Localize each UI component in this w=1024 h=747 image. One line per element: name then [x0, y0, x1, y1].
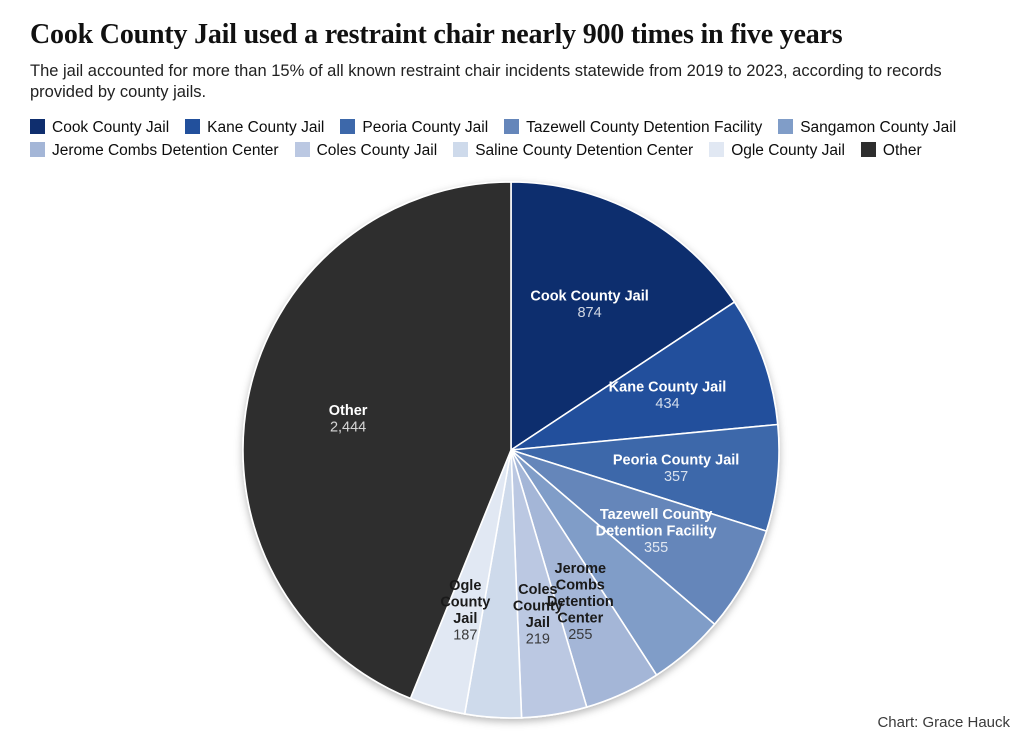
legend-swatch-peoria-county-jail: [340, 118, 356, 134]
slice-label-tazewell-county-detention-facility-line2: Detention Facility: [596, 524, 717, 540]
chart-subtitle: The jail accounted for more than 15% of …: [30, 61, 942, 101]
slice-label-ogle-county-jail-line2: County: [440, 594, 490, 610]
slice-label-cook-county-jail-line1: Cook County Jail: [530, 289, 648, 305]
legend-swatch-cook-county-jail: [30, 118, 45, 134]
slice-label-ogle-county-jail-line1: Ogle: [449, 578, 481, 594]
legend-swatch-other: [860, 141, 876, 157]
legend-label: Saline County Detention Center: [475, 141, 694, 159]
legend-item-ogle-county-jail: Ogle County Jail: [709, 141, 855, 159]
legend-item-coles-county-jail: Coles County Jail: [294, 141, 448, 159]
legend-swatch-saline-county-detention-center: [453, 141, 469, 157]
legend-label: Ogle County Jail: [731, 141, 845, 159]
legend-swatch-ogle-county-jail: [709, 141, 725, 157]
slice-label-jerome-combs-detention-center-line2: Combs: [556, 577, 605, 593]
legend-item-kane-county-jail: Kane County Jail: [185, 118, 334, 136]
chart-header: Cook County Jail used a restraint chair …: [0, 0, 1024, 162]
legend-label: Other: [882, 141, 922, 159]
legend-swatch-jerome-combs-detention-center: [30, 141, 45, 157]
legend-swatch-kane-county-jail: [185, 118, 201, 134]
legend-swatch-tazewell-county-detention-facility: [504, 118, 520, 134]
slice-value-tazewell-county-detention-facility: 355: [644, 540, 668, 556]
slice-value-cook-county-jail: 874: [577, 305, 601, 321]
slice-value-other: 2,444: [330, 420, 366, 436]
legend-item-sangamon-county-jail: Sangamon County Jail: [778, 118, 966, 136]
slice-value-kane-county-jail: 434: [655, 396, 679, 412]
legend-swatch-coles-county-jail: [294, 141, 310, 157]
legend-label: Sangamon County Jail: [800, 118, 957, 136]
slice-label-jerome-combs-detention-center-line4: Center: [557, 610, 603, 626]
legend-swatch-sangamon-county-jail: [778, 118, 794, 134]
legend-item-cook-county-jail: Cook County Jail: [30, 118, 179, 136]
slice-label-kane-county-jail-line1: Kane County Jail: [609, 379, 727, 395]
pie-slice-cook-county-jail[interactable]: [510, 181, 736, 451]
legend-label: Kane County Jail: [207, 118, 325, 136]
legend-item-peoria-county-jail: Peoria County Jail: [340, 118, 498, 136]
pie-slice-other[interactable]: [242, 181, 512, 700]
chart-title: Cook County Jail used a restraint chair …: [30, 19, 843, 50]
slice-value-jerome-combs-detention-center: 255: [568, 627, 592, 643]
slice-value-peoria-county-jail: 357: [664, 469, 688, 485]
slice-label-ogle-county-jail-line3: Jail: [453, 611, 477, 627]
legend-label: Coles County Jail: [316, 141, 438, 159]
slice-label-tazewell-county-detention-facility-line1: Tazewell County: [600, 507, 713, 523]
legend-label: Tazewell County Detention Facility: [526, 118, 763, 136]
slice-label-jerome-combs-detention-center-line1: Jerome: [555, 561, 607, 577]
slice-label-coles-county-jail-line3: Jail: [526, 615, 550, 631]
legend-label: Cook County Jail: [52, 118, 170, 136]
legend-label: Jerome Combs Detention Center: [52, 141, 279, 159]
legend-item-saline-county-detention-center: Saline County Detention Center: [453, 141, 703, 159]
slice-label-coles-county-jail-line1: Coles: [518, 582, 558, 598]
slice-label-other-line1: Other: [329, 403, 368, 419]
legend: Cook County Jail Kane County Jail Peoria C…: [30, 116, 994, 162]
legend-label: Peoria County Jail: [362, 118, 489, 136]
legend-item-other: Other: [860, 141, 932, 159]
chart-credit: Chart: Grace Hauck: [877, 714, 1010, 731]
slice-value-coles-county-jail: 219: [526, 632, 550, 648]
slice-label-coles-county-jail-line2: County: [513, 599, 563, 615]
slice-label-peoria-county-jail-line1: Peoria County Jail: [613, 452, 740, 468]
slice-label-jerome-combs-detention-center-line3: Detention: [547, 594, 614, 610]
slice-value-ogle-county-jail: 187: [453, 627, 477, 643]
legend-item-tazewell-county-detention-facility: Tazewell County Detention Facility: [504, 118, 772, 136]
legend-item-jerome-combs-detention-center: Jerome Combs Detention Center: [30, 141, 289, 159]
pie-slice-kane-county-jail[interactable]: [510, 301, 779, 451]
